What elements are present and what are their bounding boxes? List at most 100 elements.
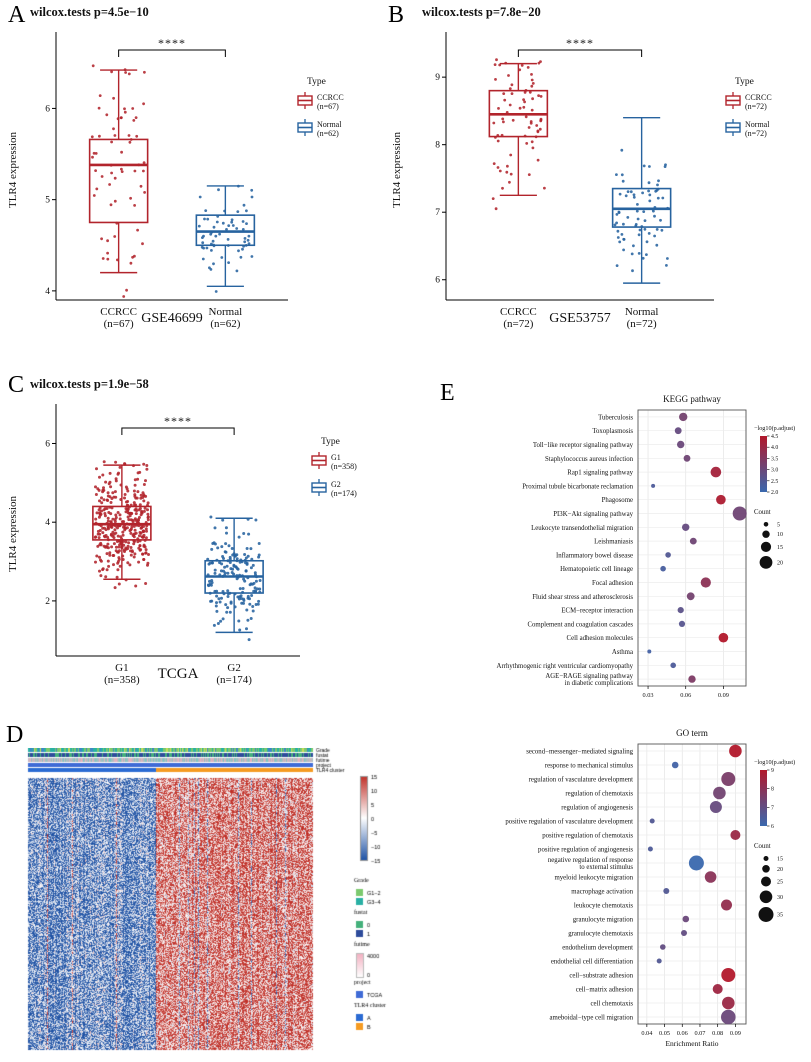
jitter-point xyxy=(225,610,229,614)
jitter-point xyxy=(144,479,147,483)
jitter-point xyxy=(643,219,647,223)
jitter-point xyxy=(112,563,115,567)
jitter-point xyxy=(615,221,618,225)
jitter-point xyxy=(100,175,104,178)
jitter-point xyxy=(138,507,142,510)
color-legend-tick-label: 2.5 xyxy=(771,479,778,485)
size-legend-label: 15 xyxy=(777,545,783,551)
dot xyxy=(689,537,697,545)
box-group xyxy=(195,184,256,293)
jitter-point xyxy=(632,195,636,199)
panel-b-label: B xyxy=(388,2,405,28)
jitter-point xyxy=(111,554,115,557)
jitter-points xyxy=(93,460,150,590)
jitter-point xyxy=(497,107,500,110)
jitter-point xyxy=(224,526,228,530)
jitter-point xyxy=(112,127,115,131)
dot xyxy=(670,662,676,669)
jitter-point xyxy=(142,462,146,466)
jitter-point xyxy=(114,460,118,464)
legend-label: CCRCC xyxy=(745,93,772,102)
jitter-point xyxy=(210,561,214,565)
jitter-point xyxy=(217,597,221,601)
jitter-point xyxy=(616,229,620,233)
jitter-point xyxy=(624,194,628,198)
jitter-point xyxy=(653,214,656,218)
jitter-points xyxy=(90,64,147,298)
jitter-point xyxy=(129,553,133,557)
jitter-point xyxy=(97,106,101,110)
dot xyxy=(656,958,662,964)
jitter-point xyxy=(141,242,144,246)
jitter-point xyxy=(665,264,668,267)
x-axis-title: Enrichment Ratio xyxy=(665,1039,718,1048)
plot-title: KEGG pathway xyxy=(663,394,721,404)
jitter-point xyxy=(509,172,513,176)
panel-title: wilcox.tests p=4.5e−10 xyxy=(30,5,149,19)
jitter-point xyxy=(101,531,105,535)
jitter-point xyxy=(535,124,539,127)
significance-bracket xyxy=(517,49,643,57)
panel-c-boxplot: C wilcox.tests p=1.9e−58 2 4 6 TLR4 expressi… xyxy=(0,372,424,724)
jitter-point xyxy=(145,529,148,533)
jitter-point xyxy=(108,553,112,557)
jitter-point xyxy=(118,517,122,521)
dot xyxy=(677,440,685,449)
legend-n: (n=72) xyxy=(745,129,767,138)
jitter-point xyxy=(138,544,142,548)
legend-label: CCRCC xyxy=(317,93,344,102)
dot xyxy=(722,996,735,1010)
significance-bracket xyxy=(121,427,235,435)
jitter-point xyxy=(132,501,136,505)
jitter-point xyxy=(133,483,137,487)
jitter-point xyxy=(226,606,230,610)
jitter-point xyxy=(202,246,206,250)
jitter-point xyxy=(620,233,624,236)
jitter-point xyxy=(136,477,140,481)
dataset-label: GSE46699 xyxy=(141,311,202,326)
category-label: AGE−RAGE signaling pathway xyxy=(545,673,633,680)
jitter-point xyxy=(529,120,533,123)
y-tick-label: 4 xyxy=(45,518,50,528)
y-axis-title: TLR4 expression xyxy=(7,495,19,572)
legend-n: (n=358) xyxy=(331,462,357,471)
jitter-point xyxy=(118,465,122,469)
jitter-point xyxy=(539,95,543,98)
jitter-point xyxy=(641,191,644,195)
jitter-point xyxy=(224,542,228,546)
jitter-point xyxy=(133,204,137,207)
jitter-point xyxy=(112,542,116,546)
category-label: Phagosome xyxy=(602,497,633,504)
jitter-point xyxy=(250,195,254,199)
jitter-point xyxy=(131,107,135,110)
jitter-point xyxy=(501,117,505,121)
jitter-points xyxy=(206,515,262,642)
jitter-point xyxy=(629,190,633,194)
color-legend-tick-label: 8 xyxy=(771,787,774,793)
jitter-point xyxy=(97,508,101,512)
jitter-point xyxy=(250,255,254,258)
jitter-point xyxy=(120,167,123,171)
jitter-point xyxy=(243,237,247,240)
dot xyxy=(729,744,742,758)
jitter-point xyxy=(215,594,219,598)
jitter-point xyxy=(99,559,103,563)
jitter-point xyxy=(214,290,218,293)
significance-stars: **** xyxy=(158,36,186,50)
jitter-point xyxy=(618,240,622,244)
jitter-point xyxy=(212,262,215,266)
x-tick-label: 0.05 xyxy=(659,1030,670,1037)
size-legend-circle xyxy=(760,541,772,552)
jitter-point xyxy=(241,247,244,251)
jitter-point xyxy=(655,228,659,231)
dot xyxy=(688,675,696,683)
jitter-point xyxy=(243,553,247,556)
jitter-point xyxy=(140,535,144,539)
jitter-point xyxy=(125,526,129,530)
jitter-point xyxy=(215,220,219,224)
jitter-point xyxy=(201,236,204,240)
jitter-point xyxy=(105,545,109,549)
jitter-point xyxy=(111,491,115,495)
jitter-point xyxy=(210,249,213,252)
